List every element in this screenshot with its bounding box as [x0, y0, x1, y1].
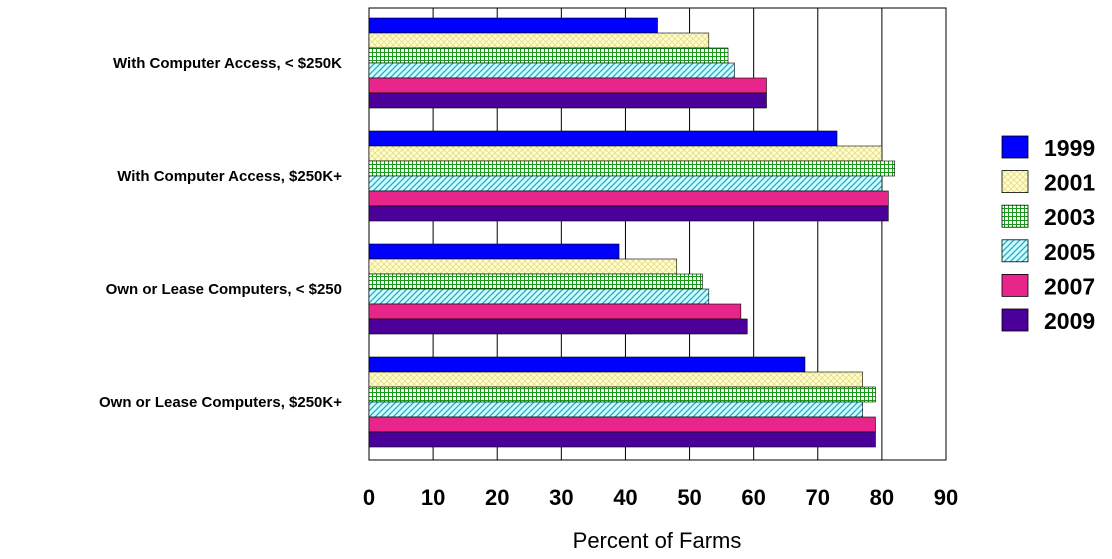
legend-swatch-2009	[1001, 308, 1029, 332]
legend-swatch-2001	[1001, 170, 1029, 194]
bar-2007-4	[368, 416, 876, 433]
bar-1999-3	[368, 243, 620, 260]
legend-swatch-2005	[1001, 239, 1029, 263]
x-tick-label: 20	[485, 485, 509, 510]
bar-2009-1	[368, 92, 767, 109]
legend-label-2001: 2001	[1044, 170, 1095, 196]
legend-swatch-1999	[1001, 135, 1029, 159]
bar-2003-3	[368, 273, 703, 290]
x-tick-label: 80	[870, 485, 894, 510]
x-tick-label: 40	[613, 485, 637, 510]
x-tick-label: 10	[421, 485, 445, 510]
legend-label-2007: 2007	[1044, 273, 1095, 299]
category-label: Own or Lease Computers, $250K+	[99, 394, 342, 411]
x-tick-label: 90	[934, 485, 958, 510]
x-tick-label: 50	[677, 485, 701, 510]
bar-2003-1	[368, 47, 729, 64]
legend-swatch-2003	[1001, 204, 1029, 228]
bar-2003-4	[368, 386, 876, 403]
bar-2005-3	[368, 288, 710, 305]
bar-2001-1	[368, 32, 710, 49]
bar-1999-2	[368, 130, 838, 147]
bar-2003-2	[368, 160, 896, 177]
bar-2007-2	[368, 190, 889, 207]
bar-1999-1	[368, 17, 658, 34]
legend-label-2003: 2003	[1044, 204, 1095, 230]
bar-2001-3	[368, 258, 678, 275]
bar-2005-4	[368, 401, 863, 418]
bar-2001-4	[368, 371, 863, 388]
bar-2007-1	[368, 77, 767, 94]
bar-2007-3	[368, 303, 742, 320]
bar-2009-4	[368, 431, 876, 448]
x-tick-label: 70	[806, 485, 830, 510]
legend-label-2009: 2009	[1044, 308, 1095, 334]
bar-1999-4	[368, 356, 806, 373]
legend-label-1999: 1999	[1044, 135, 1095, 161]
bar-2009-2	[368, 205, 889, 222]
bar-2009-3	[368, 318, 748, 335]
legend-swatch-2007	[1001, 273, 1029, 297]
x-axis-title: Percent of Farms	[573, 528, 742, 553]
bar-2005-2	[368, 175, 883, 192]
category-label: With Computer Access, < $250K	[113, 55, 342, 72]
category-label: With Computer Access, $250K+	[117, 168, 342, 185]
category-label: Own or Lease Computers, < $250	[106, 281, 342, 298]
bar-2001-2	[368, 145, 883, 162]
legend-label-2005: 2005	[1044, 239, 1095, 265]
x-tick-label: 0	[363, 485, 375, 510]
x-tick-label: 30	[549, 485, 573, 510]
x-tick-label: 60	[741, 485, 765, 510]
bar-2005-1	[368, 62, 735, 79]
